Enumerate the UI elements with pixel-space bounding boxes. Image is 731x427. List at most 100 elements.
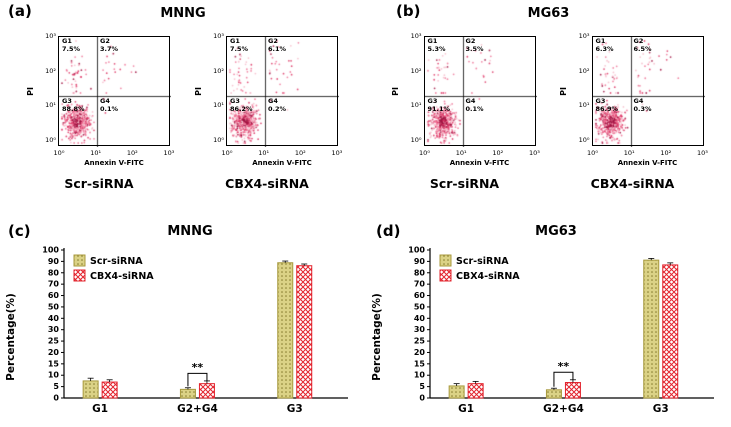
quadrant-g2-label: G2 6.5% — [633, 37, 652, 54]
bar-Scr-siRNA-G1 — [82, 380, 99, 399]
y-tick-label: 30 — [48, 325, 60, 334]
panel-d-label: (d) — [376, 222, 401, 240]
quadrant-g2-label: G2 3.5% — [465, 37, 484, 54]
x-tick-labels: 10⁰ 10¹ 10² 10³ — [50, 149, 178, 157]
flow-plot-b-scr: PI 10³ 10² 10¹ 10⁰ G1 5.3% G2 3.5% G3 91.1% G4… — [390, 28, 540, 200]
quadrant-g3-label: G3 86.9% — [595, 97, 619, 114]
quadrant-name: G1 — [62, 37, 72, 45]
scatter-plot-area: G1 7.5% G2 6.1% G3 86.2% G4 0.2% — [226, 36, 339, 147]
x-axis-label: Annexin V-FITC — [84, 159, 144, 167]
quadrant-pct: 7.5% — [62, 44, 81, 53]
quadrant-pct: 86.9% — [595, 104, 619, 113]
panel-a-label: (a) — [8, 2, 32, 20]
quadrant-pct: 91.1% — [427, 104, 451, 113]
quadrant-pct: 88.8% — [62, 104, 85, 113]
flow-plot-a-cbx4: PI 10³ 10² 10¹ 10⁰ G1 7.5% G2 6.1% G3 86.2% G4… — [192, 28, 343, 200]
legend-swatch — [73, 269, 86, 282]
quadrant-name: G2 — [633, 37, 644, 45]
panel-a-title: MNNG — [160, 6, 206, 21]
y-tick-label: 10¹ — [45, 101, 56, 110]
quadrant-pct: 0.1% — [100, 104, 119, 113]
bar-Scr-siRNA-G1 — [448, 385, 465, 399]
x-tick-label: 10¹ — [455, 149, 467, 157]
panel-a: (a) MNNG PI 10³ 10² 10¹ 10⁰ G1 7.5% G2 3.7% G… — [0, 0, 366, 220]
legend-swatch — [73, 254, 86, 267]
y-tick-label: 10¹ — [410, 101, 422, 110]
quadrant-name: G3 — [595, 97, 606, 105]
condition-label: Scr-siRNA — [64, 176, 134, 191]
y-tick-label: 60 — [414, 291, 426, 300]
legend-label: Scr-siRNA — [456, 256, 509, 267]
y-tick-label: 10 — [414, 371, 426, 380]
y-tick-label: 10⁰ — [45, 135, 56, 144]
x-tick-label: 10¹ — [90, 149, 102, 157]
y-axis-label: Percentage(%) — [371, 293, 383, 381]
legend-label: Scr-siRNA — [90, 256, 143, 267]
category-label: G1 — [458, 403, 474, 415]
y-tick-label: 25 — [48, 337, 60, 346]
y-tick-label: 20 — [414, 348, 426, 357]
y-tick-label: 0 — [53, 394, 59, 403]
category-label: G2+G4 — [177, 403, 218, 415]
quadrant-name: G1 — [230, 37, 240, 45]
y-tick-label: 40 — [414, 314, 426, 323]
quadrant-g4-label: G4 0.2% — [268, 97, 286, 114]
quadrant-name: G3 — [62, 97, 72, 105]
y-tick-label: 10⁰ — [410, 135, 422, 144]
bar-CBX4-siRNA-G1 — [101, 381, 118, 399]
scatter-canvas — [424, 37, 537, 147]
y-tick-label: 90 — [414, 257, 426, 266]
legend-label: CBX4-siRNA — [456, 271, 520, 282]
x-tick-label: 10³ — [529, 149, 540, 157]
quadrant-pct: 6.3% — [595, 44, 614, 53]
y-tick-label: 10³ — [213, 32, 224, 40]
x-tick-labels: 10⁰ 10¹ 10² 10³ — [218, 149, 346, 157]
y-tick-label: 10² — [213, 66, 224, 75]
category-label: G1 — [92, 403, 108, 415]
quadrant-name: G4 — [100, 97, 110, 105]
legend-label: CBX4-siRNA — [90, 271, 154, 282]
quadrant-g3-label: G3 86.2% — [230, 97, 253, 114]
quadrant-g2-label: G2 6.1% — [268, 37, 286, 54]
x-axis-label: Annexin V-FITC — [617, 159, 678, 167]
y-tick-labels: 10³ 10² 10¹ 10⁰ — [34, 32, 56, 144]
x-tick-label: 10³ — [697, 149, 708, 157]
x-tick-label: 10¹ — [623, 149, 635, 157]
condition-label: Scr-siRNA — [429, 176, 500, 191]
panel-d-title: MG63 — [535, 224, 577, 239]
y-tick-label: 10³ — [45, 32, 56, 40]
y-tick-label: 80 — [414, 268, 426, 277]
panel-d: (d) MG63 Percentage(%) 0 5 10 15 20 25 30 40 50 6… — [366, 222, 731, 427]
quadrant-g2-label: G2 3.7% — [100, 37, 118, 54]
y-tick-label: 70 — [414, 280, 426, 289]
quadrant-g1-label: G1 5.3% — [428, 37, 446, 54]
y-tick-label: 90 — [48, 257, 60, 266]
y-tick-label: 10² — [578, 66, 590, 75]
significance-bracket — [553, 371, 574, 387]
scatter-canvas — [592, 37, 705, 147]
x-axis-label: Annexin V-FITC — [252, 159, 312, 167]
y-tick-label: 70 — [48, 280, 60, 289]
quadrant-g3-label: G3 88.8% — [62, 97, 85, 114]
y-tick-label: 80 — [48, 268, 60, 277]
quadrant-g3-label: G3 91.1% — [427, 97, 451, 114]
legend-swatch — [439, 269, 452, 282]
significance-bracket — [187, 372, 208, 387]
scatter-plot-area: G1 6.3% G2 6.5% G3 86.9% G4 0.3% — [591, 36, 705, 147]
y-tick-label: 15 — [414, 359, 426, 368]
y-axis-label-wrap: Percentage(%) — [368, 252, 386, 422]
y-tick-label: 30 — [414, 325, 426, 334]
quadrant-name: G3 — [230, 97, 240, 105]
bar-Scr-siRNA-G2+G4 — [179, 388, 196, 399]
y-axis-label: Percentage(%) — [5, 293, 17, 381]
y-tick-label: 10⁰ — [578, 135, 590, 144]
y-tick-labels: 10³ 10² 10¹ 10⁰ — [202, 32, 224, 144]
y-tick-label: 60 — [48, 291, 60, 300]
bar-Scr-siRNA-G3 — [643, 259, 660, 399]
y-tick-label: 10³ — [578, 32, 590, 40]
y-axis-label-wrap: Percentage(%) — [2, 252, 20, 422]
quadrant-name: G2 — [465, 37, 476, 45]
y-tick-label: 100 — [408, 246, 425, 255]
y-tick-label: 10¹ — [213, 101, 224, 110]
x-tick-label: 10² — [126, 149, 138, 157]
